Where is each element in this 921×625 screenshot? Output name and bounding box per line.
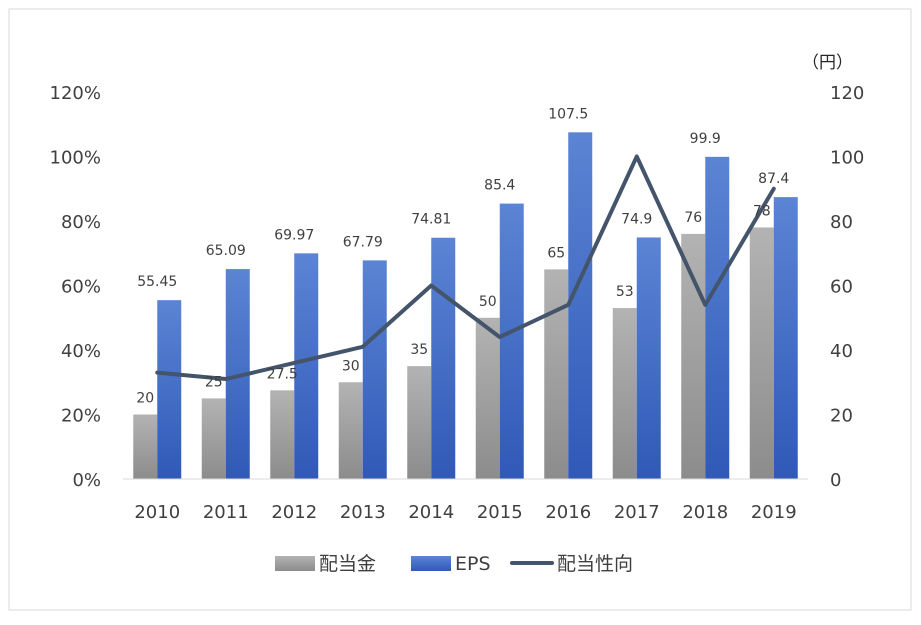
legend-label-dividend: 配当金 (319, 553, 376, 575)
x-tick-2011: 2011 (203, 502, 249, 523)
label-eps-2014: 74.81 (411, 212, 451, 228)
x-tick-2012: 2012 (271, 502, 317, 523)
bar-dividend-2015 (475, 317, 500, 479)
line-layer (155, 154, 776, 382)
legend-label-eps: EPS (455, 553, 491, 575)
label-dividend-2011: 25 (205, 374, 223, 390)
right-axis-unit: （円） (802, 53, 853, 73)
bar-eps-2014 (431, 237, 456, 479)
bar-dividend-2017 (612, 308, 637, 479)
y-left-tick-4: 80% (61, 212, 101, 233)
axes-layer: 2010 2011 2012 2013 2014 2015 2016 2017 2018 2019… (50, 83, 865, 523)
label-dividend-2015: 50 (479, 294, 497, 310)
labels-layer: 20 55.45 25 65.09 27.5 69.97 30 67.79 35 74.81 50 8… (136, 106, 789, 406)
bar-dividend-2014 (407, 366, 432, 479)
y-left-tick-2: 40% (61, 341, 101, 362)
label-dividend-2010: 20 (136, 391, 154, 407)
label-dividend-2013: 30 (342, 358, 360, 374)
bar-dividend-2019 (749, 227, 774, 479)
label-eps-2015: 85.4 (484, 178, 515, 194)
line-payout-ratio (155, 154, 776, 382)
y-left-tick-6: 120% (50, 83, 101, 104)
x-tick-2013: 2013 (340, 502, 386, 523)
y-right-tick-0: 0 (830, 470, 841, 491)
bar-dividend-2018 (681, 233, 706, 479)
legend-label-payout-ratio: 配当性向 (557, 553, 633, 575)
y-right-tick-5: 100 (830, 148, 864, 169)
label-eps-2019: 87.4 (758, 171, 789, 187)
bar-dividend-2011 (201, 398, 226, 479)
y-right-tick-6: 120 (830, 83, 864, 104)
x-tick-2016: 2016 (545, 502, 591, 523)
bar-dividend-2013 (338, 382, 363, 479)
y-left-tick-5: 100% (50, 148, 101, 169)
label-eps-2017: 74.9 (621, 211, 652, 227)
label-eps-2011: 65.09 (206, 243, 246, 259)
y-right-tick-2: 40 (830, 341, 853, 362)
y-left-tick-3: 60% (61, 277, 101, 298)
label-dividend-2014: 35 (410, 342, 428, 358)
label-eps-2016: 107.5 (548, 106, 588, 122)
legend: 配当金 EPS 配当性向 (275, 553, 633, 575)
label-dividend-2012: 27.5 (267, 366, 298, 382)
bar-eps-2016 (568, 132, 593, 479)
label-eps-2012: 69.97 (274, 227, 314, 243)
y-left-tick-1: 20% (61, 406, 101, 427)
y-right-tick-1: 20 (830, 406, 853, 427)
y-right-tick-4: 80 (830, 212, 853, 233)
bar-eps-2012 (294, 253, 319, 479)
y-right-tick-3: 60 (830, 277, 853, 298)
bar-eps-2018 (705, 156, 730, 479)
bar-dividend-2016 (544, 269, 569, 479)
x-tick-2019: 2019 (751, 502, 797, 523)
legend-swatch-dividend (275, 556, 315, 571)
legend-swatch-eps (411, 556, 451, 571)
bar-eps-2017 (636, 237, 661, 479)
bar-dividend-2010 (133, 414, 158, 479)
label-eps-2018: 99.9 (690, 131, 721, 147)
bar-eps-2015 (499, 203, 524, 479)
label-dividend-2016: 65 (547, 245, 565, 261)
x-tick-2017: 2017 (614, 502, 660, 523)
label-dividend-2019: 78 (753, 203, 771, 219)
bar-eps-2019 (773, 197, 798, 479)
x-tick-2018: 2018 (682, 502, 728, 523)
label-eps-2013: 67.79 (343, 234, 383, 250)
label-eps-2010: 55.45 (137, 274, 177, 290)
x-tick-2014: 2014 (408, 502, 454, 523)
label-dividend-2017: 53 (616, 284, 634, 300)
bars-layer (133, 132, 798, 479)
y-left-tick-0: 0% (72, 470, 101, 491)
x-tick-2015: 2015 (477, 502, 523, 523)
bar-dividend-2012 (270, 390, 295, 479)
bar-eps-2010 (157, 300, 182, 479)
x-tick-2010: 2010 (134, 502, 180, 523)
label-dividend-2018: 76 (684, 210, 702, 226)
bar-eps-2013 (362, 260, 387, 479)
